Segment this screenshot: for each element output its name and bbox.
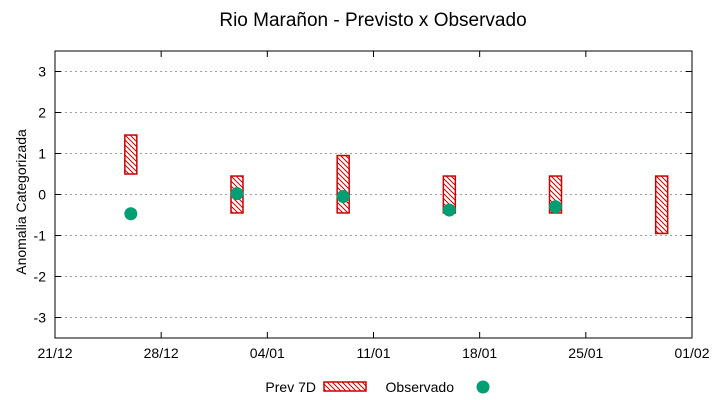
y-tick-label: -2 <box>34 269 47 285</box>
y-tick-label: -3 <box>34 310 47 326</box>
observed-point-series <box>124 187 562 221</box>
x-tick-label: 04/01 <box>250 345 285 361</box>
y-tick-label: 3 <box>38 64 46 80</box>
y-tick-label: 1 <box>38 146 46 162</box>
legend-label-prev-7d: Prev 7D <box>265 379 316 395</box>
observed-point <box>549 200 562 214</box>
observed-point <box>124 207 138 221</box>
y-tick-label: 2 <box>38 105 46 121</box>
x-tick-label: 18/01 <box>462 345 497 361</box>
legend-swatch-observado <box>476 380 490 394</box>
legend: Prev 7D Observado <box>265 379 490 395</box>
x-tick-label: 28/12 <box>144 345 179 361</box>
legend-label-observado: Observado <box>386 379 455 395</box>
chart-title: Rio Marañon - Previsto x Observado <box>219 10 526 31</box>
x-axis-tick-labels: 21/12 28/12 04/01 11/01 18/01 25/01 01/02 <box>37 345 709 361</box>
observed-point <box>230 187 244 201</box>
forecast-range-series <box>124 134 669 235</box>
y-axis-label: Anomalia Categorizada <box>13 129 29 275</box>
forecast-range-box <box>124 134 138 175</box>
y-axis-tick-labels: 3 2 1 0 -1 -2 -3 <box>34 64 47 326</box>
forecast-range-box <box>654 175 669 235</box>
x-tick-label: 21/12 <box>37 345 72 361</box>
x-tick-label: 01/02 <box>674 345 709 361</box>
x-tick-label: 25/01 <box>568 345 603 361</box>
axis-ticks <box>54 51 693 338</box>
x-tick-label: 11/01 <box>357 345 391 361</box>
y-tick-label: -1 <box>34 228 47 244</box>
observed-point <box>442 203 456 217</box>
y-tick-label: 0 <box>38 187 46 203</box>
forecast-range-box <box>336 154 350 214</box>
legend-swatch-prev-7d <box>323 381 367 392</box>
grid-lines <box>55 71 692 318</box>
observed-point <box>336 190 350 204</box>
